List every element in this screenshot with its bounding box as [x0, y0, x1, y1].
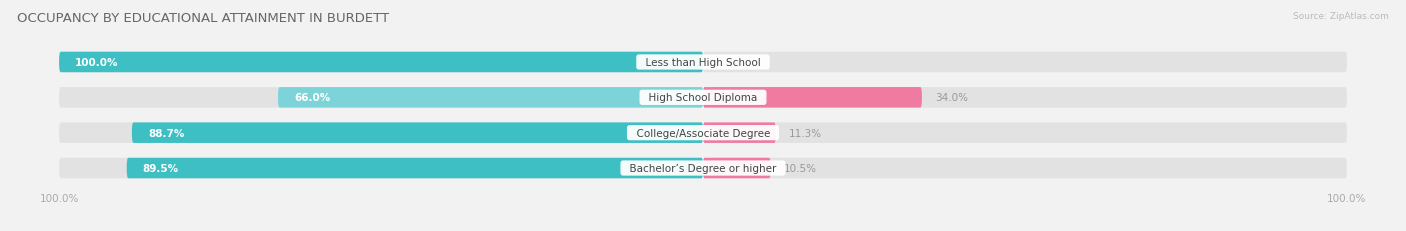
Text: 100.0%: 100.0%	[76, 58, 118, 68]
FancyBboxPatch shape	[703, 123, 1347, 143]
Text: High School Diploma: High School Diploma	[643, 93, 763, 103]
FancyBboxPatch shape	[59, 158, 703, 179]
FancyBboxPatch shape	[127, 158, 703, 179]
FancyBboxPatch shape	[132, 123, 703, 143]
FancyBboxPatch shape	[703, 52, 1347, 73]
Text: Bachelor’s Degree or higher: Bachelor’s Degree or higher	[623, 163, 783, 173]
Text: Less than High School: Less than High School	[638, 58, 768, 68]
FancyBboxPatch shape	[59, 52, 703, 73]
Text: OCCUPANCY BY EDUCATIONAL ATTAINMENT IN BURDETT: OCCUPANCY BY EDUCATIONAL ATTAINMENT IN B…	[17, 12, 389, 24]
Text: 66.0%: 66.0%	[294, 93, 330, 103]
FancyBboxPatch shape	[703, 158, 1347, 179]
Text: 89.5%: 89.5%	[143, 163, 179, 173]
FancyBboxPatch shape	[703, 88, 922, 108]
Text: 10.5%: 10.5%	[783, 163, 817, 173]
FancyBboxPatch shape	[278, 88, 703, 108]
FancyBboxPatch shape	[59, 52, 703, 73]
Text: College/Associate Degree: College/Associate Degree	[630, 128, 776, 138]
Text: Source: ZipAtlas.com: Source: ZipAtlas.com	[1294, 12, 1389, 21]
FancyBboxPatch shape	[59, 88, 703, 108]
FancyBboxPatch shape	[703, 123, 776, 143]
Text: 11.3%: 11.3%	[789, 128, 821, 138]
Text: 88.7%: 88.7%	[148, 128, 184, 138]
FancyBboxPatch shape	[59, 123, 703, 143]
FancyBboxPatch shape	[703, 158, 770, 179]
FancyBboxPatch shape	[703, 88, 1347, 108]
Text: 34.0%: 34.0%	[935, 93, 967, 103]
Text: 0.0%: 0.0%	[716, 58, 742, 68]
